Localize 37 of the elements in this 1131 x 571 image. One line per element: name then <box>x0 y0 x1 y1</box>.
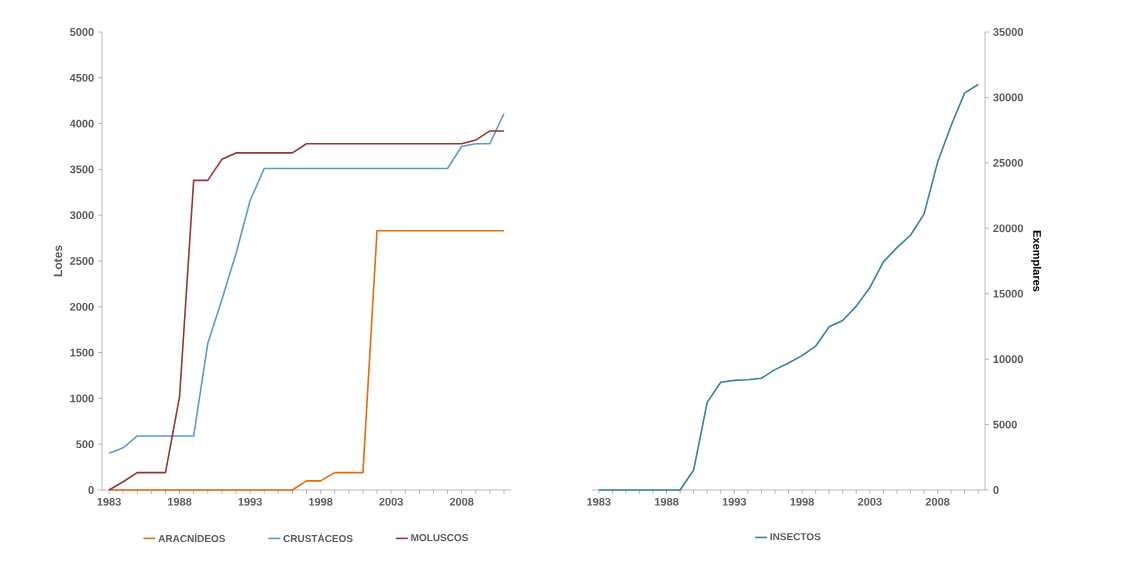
x-tick-label: 1993 <box>722 497 747 506</box>
y-tick-label: 4000 <box>69 119 94 128</box>
x-tick-label: 2008 <box>449 497 474 506</box>
y2-tick-label: 35000 <box>993 28 1023 36</box>
x-tick-label: 2003 <box>379 497 403 506</box>
x-tick-label: 1998 <box>309 497 333 506</box>
y2-tick-label: 20000 <box>993 224 1023 233</box>
y-tick-label: 2500 <box>70 257 94 265</box>
y2-tick-label: 25000 <box>993 158 1023 167</box>
y-tick-label: 3500 <box>69 165 94 174</box>
legend-label: ARACNÍDEOS <box>158 533 226 543</box>
y-tick-label: 0 <box>88 486 94 494</box>
y2-tick-label: 15000 <box>993 289 1023 298</box>
legend-label: CRUSTÁCEOS <box>283 533 353 543</box>
y-axis-title: Lotes <box>53 245 63 277</box>
y2-axis-title: Exemplares <box>1031 230 1042 292</box>
y-tick-label: 1000 <box>70 394 94 403</box>
y2-tick-label: 30000 <box>993 93 1023 102</box>
y-tick-label: 500 <box>76 440 94 449</box>
x-tick-label: 2008 <box>925 497 950 506</box>
y-tick-label: 3000 <box>69 211 94 220</box>
x-tick-label: 1988 <box>168 497 192 506</box>
y2-tick-label: 0 <box>993 486 999 494</box>
x-tick-label: 1983 <box>587 497 611 506</box>
x-tick-label: 1998 <box>790 497 814 506</box>
y2-tick-label: 10000 <box>993 355 1023 364</box>
y-tick-label: 5000 <box>70 28 94 36</box>
x-tick-label: 2003 <box>857 497 882 506</box>
legend-label: INSECTOS <box>770 533 821 541</box>
legend-label: MOLUSCOS <box>411 534 469 542</box>
y-tick-label: 1500 <box>70 348 94 357</box>
x-tick-label: 1983 <box>97 497 121 506</box>
y2-tick-label: 5000 <box>993 420 1017 429</box>
x-tick-label: 1993 <box>238 497 262 506</box>
y-tick-label: 2000 <box>70 302 94 311</box>
y-tick-label: 4500 <box>69 73 94 82</box>
x-tick-label: 1988 <box>655 497 679 506</box>
